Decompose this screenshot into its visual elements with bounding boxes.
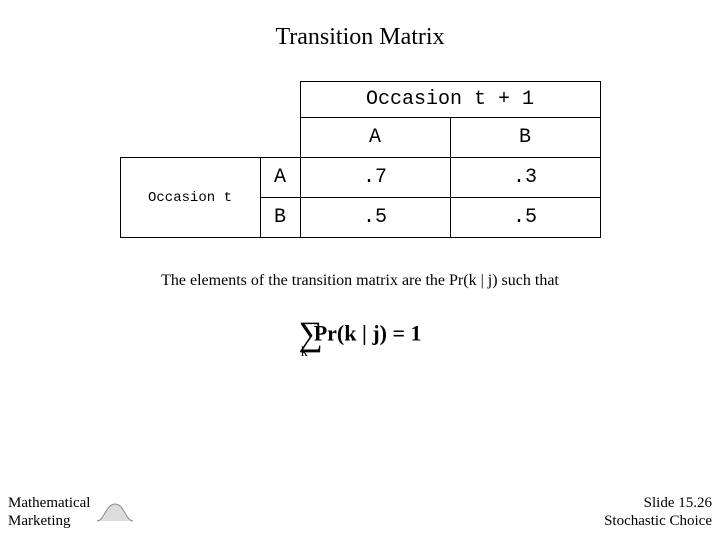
corner-blank <box>120 82 300 158</box>
cell-b-a: .5 <box>300 198 450 238</box>
col-header-a: A <box>300 118 450 158</box>
bell-curve-icon <box>96 501 134 523</box>
col-header-b: B <box>450 118 600 158</box>
transition-matrix: Occasion t + 1 A B Occasion t A .7 .3 B … <box>120 81 601 238</box>
row-header-a: A <box>260 158 300 198</box>
footer-right-line1: Slide 15.26 <box>604 494 712 512</box>
footer-left-line2: Marketing <box>8 512 90 530</box>
cell-a-a: .7 <box>300 158 450 198</box>
caption-text: The elements of the transition matrix ar… <box>0 272 720 290</box>
row-header-b: B <box>260 198 300 238</box>
transition-matrix-container: Occasion t + 1 A B Occasion t A .7 .3 B … <box>0 81 720 238</box>
footer-right-line2: Stochastic Choice <box>604 512 712 530</box>
sum-index: k <box>301 345 308 360</box>
footer-right: Slide 15.26 Stochastic Choice <box>604 494 712 530</box>
col-span-header: Occasion t + 1 <box>300 82 600 118</box>
row-span-header: Occasion t <box>120 158 260 238</box>
footer-left: Mathematical Marketing <box>8 494 134 530</box>
page-title: Transition Matrix <box>0 0 720 81</box>
formula-expr: Pr(k | j) = 1 <box>314 320 422 345</box>
footer-left-text: Mathematical Marketing <box>8 494 90 530</box>
cell-b-b: .5 <box>450 198 600 238</box>
cell-a-b: .3 <box>450 158 600 198</box>
footer-left-line1: Mathematical <box>8 494 90 512</box>
formula: ∑kPr(k | j) = 1 <box>0 320 720 361</box>
